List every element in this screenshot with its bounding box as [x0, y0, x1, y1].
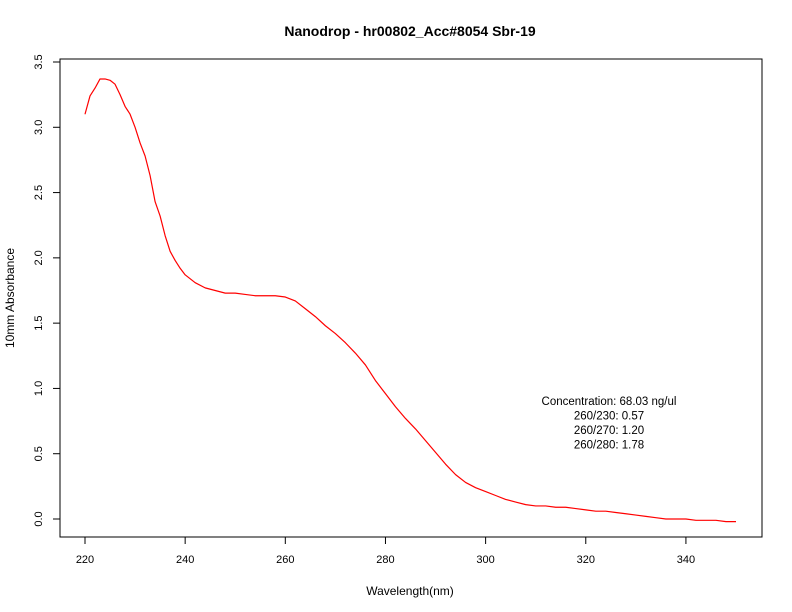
plot-frame: [59, 58, 763, 538]
y-tick-label: 0.5: [33, 446, 45, 461]
y-tick-label: 1.0: [33, 381, 45, 396]
x-tick-label: 260: [276, 554, 294, 566]
y-tick-label: 3.0: [33, 120, 45, 135]
x-tick-label: 300: [476, 554, 494, 566]
ratio-annotation: 260/280: 1.78: [574, 440, 644, 452]
x-axis: 220 240 260 280 300 320 340: [76, 536, 695, 566]
series-layer: [84, 78, 736, 523]
x-tick-label: 320: [577, 554, 595, 566]
y-tick-label: 1.5: [33, 315, 45, 330]
y-tick-label: 3.5: [33, 54, 45, 69]
concentration-annotation: Concentration: 68.03 ng/ul: [542, 396, 677, 408]
annotation-block: Concentration: 68.03 ng/ul 260/230: 0.57 2…: [542, 396, 677, 452]
y-axis-label: 10mm Absorbance: [3, 248, 17, 348]
x-axis-label: Wavelength(nm): [366, 584, 454, 598]
x-tick-label: 220: [76, 554, 94, 566]
y-tick-label: 0.0: [33, 511, 45, 526]
y-axis: 0.0 0.5 1.0 1.5 2.0 2.5 3.0 3.5: [33, 54, 61, 527]
absorbance-series-line: [84, 78, 736, 523]
y-tick-label: 2.5: [33, 185, 45, 200]
x-tick-label: 340: [677, 554, 695, 566]
x-tick-label: 240: [176, 554, 194, 566]
x-tick-label: 280: [376, 554, 394, 566]
ratio-annotation: 260/270: 1.20: [574, 425, 644, 437]
ratio-annotation: 260/230: 0.57: [574, 411, 644, 423]
y-tick-label: 2.0: [33, 250, 45, 265]
chart-title: Nanodrop - hr00802_Acc#8054 Sbr-19: [284, 23, 536, 39]
